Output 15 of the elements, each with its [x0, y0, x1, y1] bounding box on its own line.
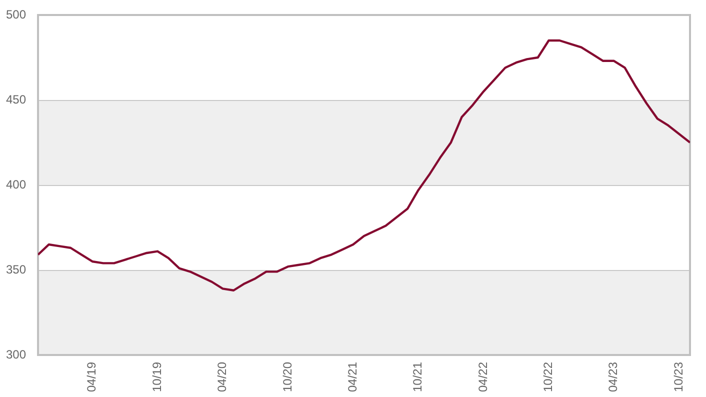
x-tick-label: 10/20 [280, 362, 294, 392]
x-tick-label: 10/21 [410, 362, 425, 392]
x-tick-label: 04/20 [215, 362, 230, 392]
x-tick-label: 04/23 [606, 362, 620, 392]
y-tick-label: 350 [6, 262, 26, 276]
x-tick-label: 10/19 [150, 362, 164, 392]
y-tick-label: 400 [6, 177, 26, 192]
x-tick-label: 04/22 [476, 362, 490, 392]
x-tick-label: 10/23 [671, 362, 686, 392]
x-tick-label: 10/22 [541, 362, 556, 392]
x-tick-label: 04/21 [345, 362, 360, 392]
x-tick-label: 04/19 [84, 362, 99, 392]
y-tick-label: 300 [6, 347, 26, 362]
y-tick-label: 500 [6, 7, 26, 22]
y-tick-label: 450 [6, 92, 26, 106]
